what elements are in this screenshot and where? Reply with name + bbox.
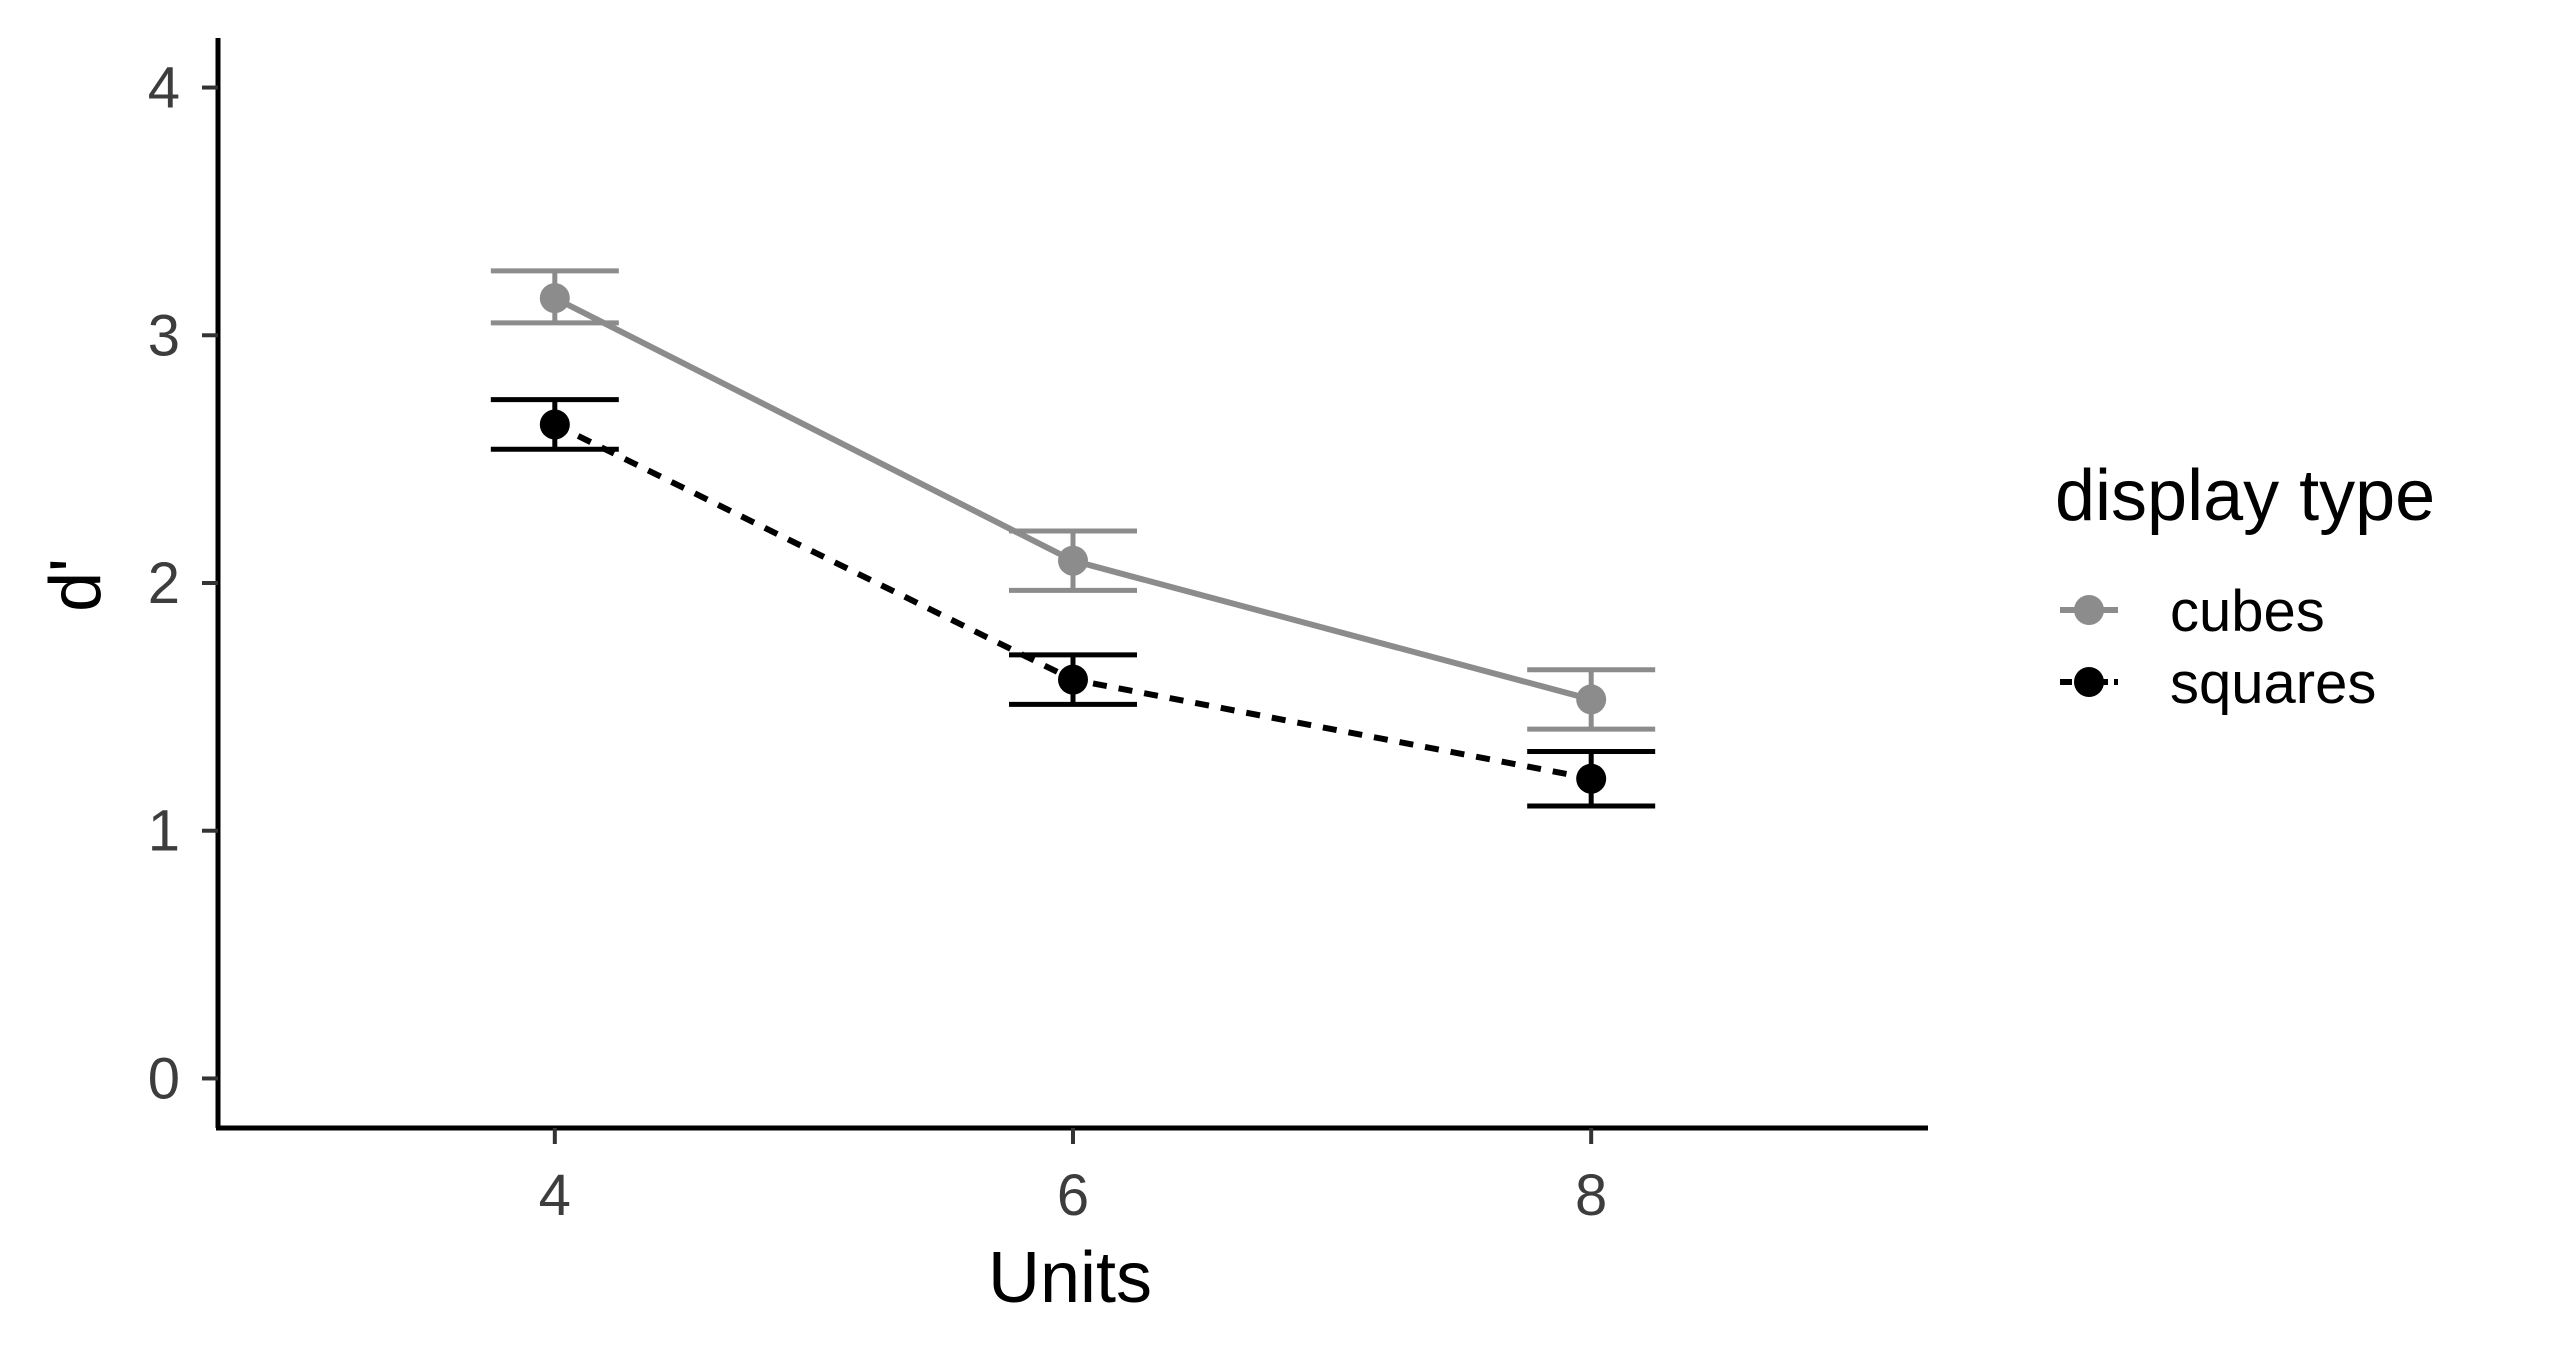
legend-label-cubes: cubes (2170, 579, 2325, 644)
plot-marks (490, 268, 1656, 809)
legend-label-squares: squares (2170, 651, 2376, 716)
y-tick-label: 2 (148, 551, 180, 616)
legend-item-cubes: cubes (2060, 579, 2325, 644)
data-point-squares (1058, 664, 1088, 695)
legend-key-point-squares (2074, 667, 2104, 697)
data-point-cubes (539, 283, 570, 314)
axes: 0 1 2 3 4 4 6 8 (148, 38, 1928, 1228)
legend-item-squares: squares (2060, 651, 2376, 716)
x-tick-label: 8 (1575, 1163, 1607, 1228)
series-cubes (490, 268, 1656, 732)
data-point-squares (539, 409, 570, 440)
data-point-cubes (1058, 545, 1088, 576)
y-tick-label: 3 (148, 303, 180, 368)
series-line-cubes (553, 295, 1592, 703)
y-tick-label: 4 (148, 56, 180, 121)
series-line-squares (553, 421, 1592, 782)
y-tick-label: 0 (148, 1046, 180, 1111)
legend-key-point-cubes (2074, 595, 2104, 625)
legend: display type cubes squares (2055, 456, 2435, 716)
data-point-squares (1576, 763, 1607, 794)
y-axis-title: d' (36, 558, 116, 612)
x-tick-label: 6 (1057, 1163, 1089, 1228)
x-axis-title: Units (988, 1238, 1152, 1318)
data-point-cubes (1576, 684, 1607, 715)
series-squares (490, 397, 1656, 809)
x-tick-label: 4 (539, 1163, 571, 1228)
legend-title: display type (2055, 456, 2435, 536)
y-tick-label: 1 (148, 799, 180, 864)
